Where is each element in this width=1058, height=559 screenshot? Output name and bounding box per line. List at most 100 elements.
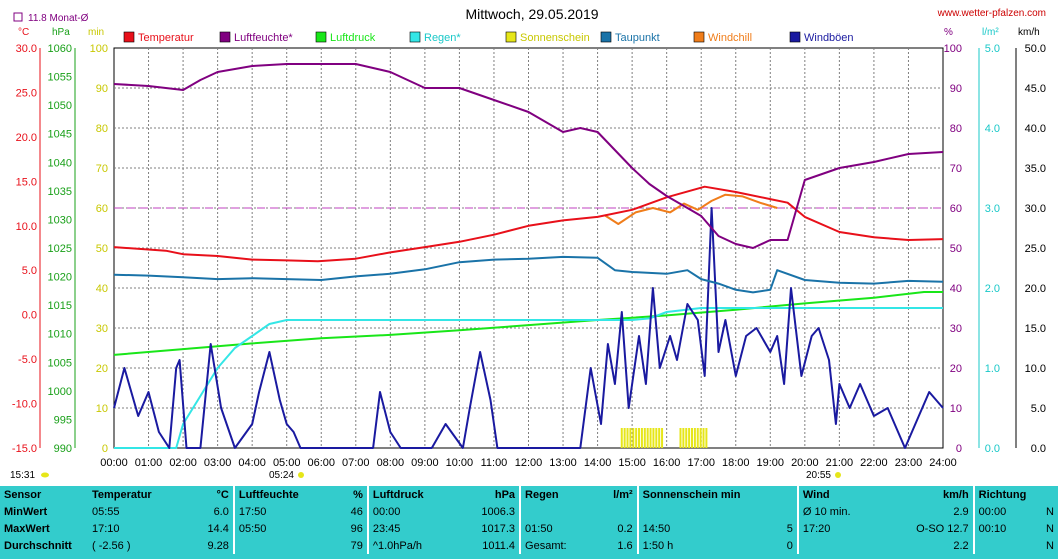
cell-temp-value: 9.28	[207, 539, 229, 552]
sunshine-bar	[690, 428, 693, 448]
y-tick-label: 1005	[48, 357, 72, 369]
hdr-rain: Regen	[519, 486, 596, 503]
sunshine-bar	[623, 428, 626, 448]
sunrise-icon	[298, 472, 304, 478]
unit-right-hum: %	[944, 27, 953, 38]
legend-swatch	[123, 31, 135, 43]
y-tick-label: 30	[950, 323, 962, 335]
cell-sun-time: 1:50 h	[636, 537, 754, 554]
sunshine-bar	[649, 428, 652, 448]
hdr-wind-unit: km/h	[942, 488, 969, 501]
y-tick-label: 990	[54, 443, 72, 455]
x-tick-label: 09:00	[411, 457, 439, 469]
cell-sun-value	[754, 503, 798, 520]
sunshine-bar	[688, 428, 691, 448]
y-tick-label: 5.0	[22, 265, 37, 277]
cell-temp-value: 6.0	[213, 505, 229, 518]
cell-sun-time	[636, 503, 754, 520]
sunshine-bar	[702, 428, 705, 448]
sunshine-bar	[682, 428, 685, 448]
sunshine-bar	[626, 428, 629, 448]
row-label: MaxWert	[4, 522, 50, 535]
x-tick-label: 04:00	[238, 457, 266, 469]
cell-press-time: ^1.0hPa/h	[366, 537, 457, 554]
unit-left-sun: min	[88, 27, 104, 38]
cell-rain-value: 1.6	[617, 539, 633, 552]
x-tick-label: 15:00	[618, 457, 646, 469]
x-tick-label: 22:00	[860, 457, 888, 469]
stats-header-row: Sensor Temperatur °C Luftfeuchte % Luftd…	[0, 486, 1058, 503]
x-tick-label: 13:00	[549, 457, 577, 469]
cell-sun-value: 5	[786, 522, 793, 535]
sunshine-bar	[638, 428, 641, 448]
monthly-avg-label: 11.8 Monat-Ø	[28, 13, 89, 24]
y-tick-label: 0	[956, 443, 962, 455]
hdr-hum-unit: %	[353, 488, 363, 501]
x-tick-label: 02:00	[169, 457, 197, 469]
y-tick-label: 90	[950, 83, 962, 95]
y-tick-label: 25.0	[1025, 243, 1046, 255]
cell-rain-time: Gesamt:	[519, 537, 596, 554]
cell-hum-value: 96	[350, 522, 363, 535]
series-line-windben	[113, 207, 944, 449]
y-tick-label: 35.0	[1025, 163, 1046, 175]
cell-hum-time	[232, 537, 337, 554]
cell-press-value: 1006.3	[481, 505, 516, 518]
unit-left-temp: °C	[18, 27, 29, 38]
y-tick-label: 20.0	[1025, 283, 1046, 295]
cell-dir-value: N	[1046, 539, 1054, 552]
x-tick-label: 12:00	[515, 457, 543, 469]
sunshine-bar	[620, 428, 623, 448]
y-tick-label: 80	[950, 123, 962, 135]
y-tick-label: 1055	[48, 72, 72, 84]
y-tick-label: 100	[944, 43, 962, 55]
y-tick-label: 1025	[48, 243, 72, 255]
y-tick-label: 1030	[48, 214, 72, 226]
stats-row-avg: Durchschnitt ( -2.56 ) 9.28 79 ^1.0hPa/h…	[0, 537, 1058, 554]
cell-wind-value: 2.9	[953, 505, 969, 518]
legend-swatch	[505, 31, 517, 43]
sunshine-bar	[655, 428, 658, 448]
y-tick-label: 25.0	[16, 87, 37, 99]
x-tick-label: 06:00	[307, 457, 335, 469]
cell-hum-time: 17:50	[232, 503, 337, 520]
sunshine-bar	[679, 428, 682, 448]
cell-hum-value: 79	[350, 539, 363, 552]
sunshine-bar	[699, 428, 702, 448]
y-tick-label: 45.0	[1025, 83, 1046, 95]
legend-swatch	[219, 31, 231, 43]
y-tick-label: 15.0	[16, 176, 37, 188]
sunshine-bar	[696, 428, 699, 448]
legend-swatch	[789, 31, 801, 43]
y-tick-label: 1060	[48, 43, 72, 55]
legend-label: Luftfeuchte*	[234, 32, 293, 44]
stats-panel: Sensor Temperatur °C Luftfeuchte % Luftd…	[0, 486, 1058, 559]
hdr-dir: Richtung	[972, 486, 1058, 503]
y-tick-label: 90	[96, 83, 108, 95]
y-tick-label: 1.0	[985, 363, 1000, 375]
y-tick-label: 1050	[48, 100, 72, 112]
cell-wind-time	[796, 537, 883, 554]
y-tick-label: 1045	[48, 129, 72, 141]
hdr-sensor: Sensor	[4, 488, 42, 501]
cell-hum-time: 05:50	[232, 520, 337, 537]
legend-swatch	[600, 31, 612, 43]
x-tick-label: 07:00	[342, 457, 370, 469]
sunset-icon	[835, 472, 841, 478]
y-tick-label: 0.0	[22, 310, 37, 322]
series-line-luftdruck	[113, 291, 943, 356]
legend-label: Sonnenschein	[520, 32, 590, 44]
hdr-temp-unit: °C	[216, 488, 229, 501]
sunshine-bar	[652, 428, 655, 448]
y-tick-label: 20.0	[16, 132, 37, 144]
y-tick-label: 50	[950, 243, 962, 255]
cell-temp-time: ( -2.56 )	[92, 539, 131, 552]
y-tick-label: 20	[950, 363, 962, 375]
y-tick-label: 1035	[48, 186, 72, 198]
site-url: www.wetter-pfalzen.com	[937, 8, 1046, 19]
y-tick-label: 10	[96, 403, 108, 415]
sunshine-bar	[643, 428, 646, 448]
legend-swatch	[409, 31, 421, 43]
x-tick-label: 19:00	[757, 457, 785, 469]
cell-press-time: 23:45	[366, 520, 457, 537]
